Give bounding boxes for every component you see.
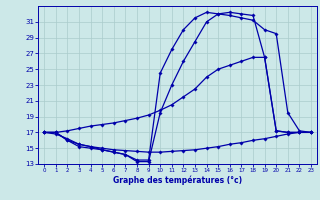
X-axis label: Graphe des températures (°c): Graphe des températures (°c) — [113, 176, 242, 185]
